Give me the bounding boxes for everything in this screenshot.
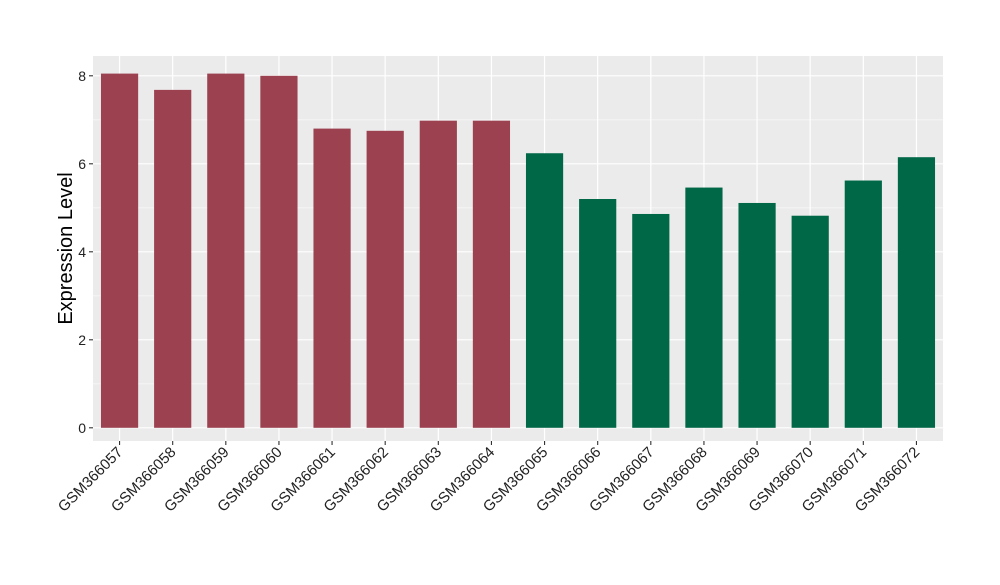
bar-GSM366065	[525, 153, 564, 428]
bar-GSM366072	[897, 157, 936, 428]
bar-GSM366067	[632, 213, 670, 428]
bar-GSM366059	[207, 73, 245, 428]
x-axis: GSM366057GSM366058GSM366059GSM366060GSM3…	[55, 441, 923, 515]
y-tick-label: 2	[78, 332, 86, 348]
y-tick-label: 8	[78, 68, 86, 84]
bar-GSM366061	[313, 128, 351, 428]
bar-GSM366058	[154, 89, 192, 428]
y-tick-label: 6	[78, 156, 86, 172]
bars	[100, 73, 936, 428]
y-axis-title: Expression Level	[55, 172, 77, 324]
y-axis: 0 2 4 6 8	[78, 68, 93, 436]
bar-GSM366068	[685, 187, 723, 428]
bar-GSM366057	[100, 73, 139, 428]
y-tick-label: 0	[78, 420, 86, 436]
bar-GSM366062	[366, 130, 404, 428]
bar-GSM366066	[579, 199, 617, 428]
bar-GSM366064	[472, 120, 511, 428]
bar-GSM366063	[419, 120, 457, 428]
bar-GSM366060	[260, 75, 298, 428]
bar-GSM366070	[791, 215, 829, 428]
bar-GSM366069	[738, 202, 776, 428]
bar-GSM366071	[844, 180, 882, 428]
y-tick-label: 4	[78, 244, 86, 260]
